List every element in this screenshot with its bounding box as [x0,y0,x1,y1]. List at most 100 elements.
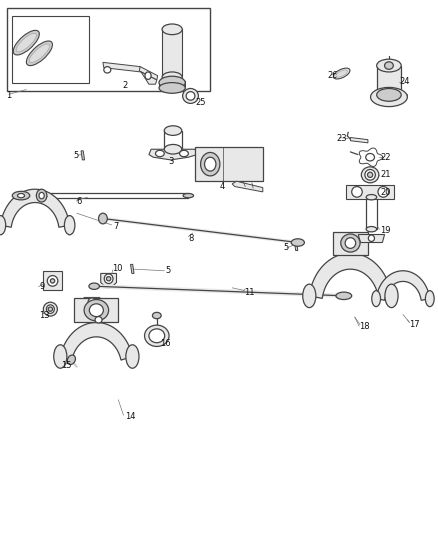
Ellipse shape [164,126,182,135]
Ellipse shape [385,62,393,69]
Ellipse shape [186,92,195,100]
Text: 19: 19 [380,226,391,235]
Text: 1: 1 [7,92,12,100]
Bar [7,8,210,91]
Polygon shape [350,138,368,143]
Ellipse shape [0,215,6,235]
Ellipse shape [84,300,109,321]
Polygon shape [294,241,298,251]
Polygon shape [60,322,132,360]
Polygon shape [131,264,134,273]
Ellipse shape [352,187,362,197]
Ellipse shape [425,290,434,306]
Bar [162,29,182,77]
Text: 15: 15 [61,361,72,370]
Text: 17: 17 [410,320,420,328]
Polygon shape [149,149,197,160]
Ellipse shape [205,157,216,171]
Ellipse shape [149,329,165,343]
Text: 10: 10 [112,264,122,273]
Ellipse shape [29,44,49,62]
Ellipse shape [372,290,381,306]
Ellipse shape [345,238,356,248]
Bar [195,147,263,181]
Ellipse shape [367,172,373,177]
Polygon shape [309,253,392,298]
Polygon shape [84,297,100,311]
Ellipse shape [366,154,374,161]
Ellipse shape [95,317,102,323]
Text: 5: 5 [166,266,171,275]
Ellipse shape [50,279,55,283]
Polygon shape [81,151,85,160]
Ellipse shape [88,298,96,306]
Polygon shape [376,271,430,300]
Ellipse shape [159,83,185,93]
Ellipse shape [12,191,30,200]
Ellipse shape [333,68,350,79]
Bar [159,81,185,88]
Ellipse shape [366,227,377,232]
Ellipse shape [89,304,103,317]
Ellipse shape [104,67,111,73]
Text: 9: 9 [39,282,45,291]
Ellipse shape [377,59,401,72]
Polygon shape [103,62,141,72]
Ellipse shape [67,355,75,365]
Ellipse shape [43,302,57,316]
Text: 26: 26 [328,71,338,80]
Text: 14: 14 [125,413,135,421]
Ellipse shape [341,234,360,252]
Ellipse shape [64,215,75,235]
Ellipse shape [371,87,407,107]
Bar [346,185,394,199]
Ellipse shape [159,76,185,89]
Text: 16: 16 [160,340,170,348]
Polygon shape [43,271,62,290]
Ellipse shape [13,30,39,55]
Polygon shape [333,232,368,255]
Ellipse shape [18,193,25,198]
Ellipse shape [162,24,182,35]
Ellipse shape [162,72,182,83]
Ellipse shape [145,72,151,79]
Ellipse shape [180,150,188,157]
Text: 21: 21 [380,171,391,179]
Ellipse shape [48,307,53,311]
Ellipse shape [365,169,375,180]
Text: 8: 8 [188,234,194,243]
Polygon shape [139,67,158,80]
Ellipse shape [54,345,67,368]
Text: 7: 7 [113,222,118,231]
Text: 25: 25 [195,98,205,107]
Ellipse shape [16,34,36,52]
Ellipse shape [36,189,47,202]
Polygon shape [358,235,385,243]
Ellipse shape [361,167,379,183]
Text: 3: 3 [168,157,173,166]
Text: 11: 11 [244,288,255,296]
Bar [377,66,401,95]
Ellipse shape [99,213,107,224]
Text: 4: 4 [220,182,225,191]
Polygon shape [0,189,70,227]
Polygon shape [141,72,157,84]
Ellipse shape [46,305,54,313]
Ellipse shape [26,41,53,66]
Text: 5: 5 [74,151,79,159]
Ellipse shape [366,195,377,200]
Ellipse shape [378,187,389,197]
Bar [12,16,89,83]
Ellipse shape [201,152,220,176]
Polygon shape [74,298,118,322]
Ellipse shape [39,192,44,199]
Ellipse shape [89,283,99,289]
Text: 5: 5 [284,244,289,252]
Ellipse shape [126,345,139,368]
Text: 22: 22 [380,153,391,161]
Ellipse shape [145,325,169,346]
Ellipse shape [183,193,194,198]
Ellipse shape [368,235,374,241]
Polygon shape [21,191,42,194]
Ellipse shape [152,312,161,319]
